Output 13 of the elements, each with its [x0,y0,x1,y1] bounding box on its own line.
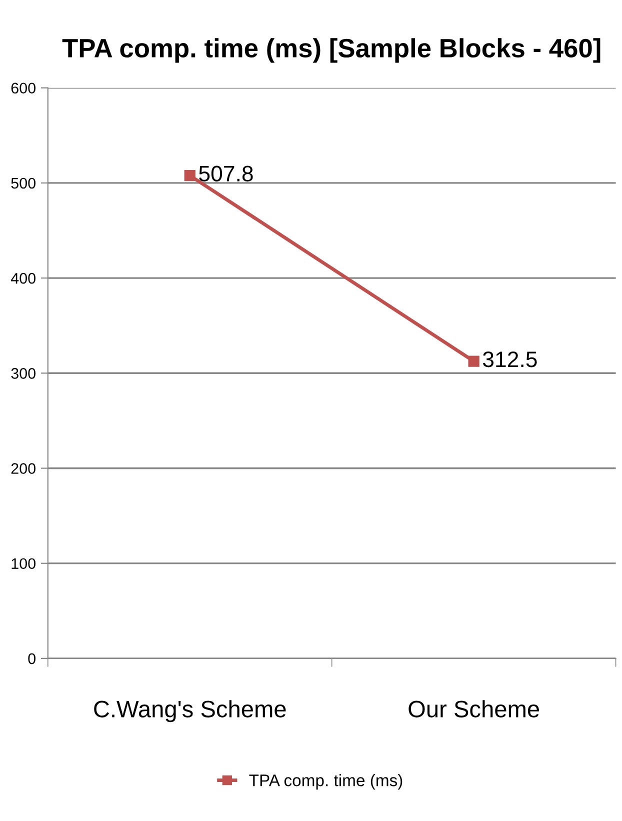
y-tick-label: 500 [11,178,36,189]
data-label: 507.8 [199,166,253,182]
legend-label: TPA comp. time (ms) [249,774,402,790]
y-tick-label: 200 [11,463,36,474]
x-tick-label: C.Wang's Scheme [94,700,286,722]
y-tick-label: 600 [11,82,36,94]
data-label: 312.5 [482,351,537,368]
y-tick-label: 0 [28,653,36,664]
y-tick-label: 400 [10,272,36,284]
x-tick-label: Our Scheme [408,700,540,718]
y-tick-label: 300 [11,368,36,379]
chart-title: TPA comp. time (ms) [Sample Blocks - 460] [62,38,600,63]
y-tick-label: 100 [12,558,36,570]
